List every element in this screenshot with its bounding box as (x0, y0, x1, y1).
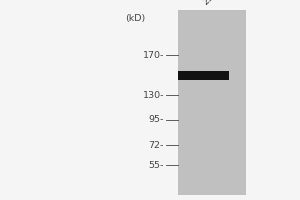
Text: 95-: 95- (148, 116, 164, 124)
Bar (178, 10, 246, 195)
Text: 72-: 72- (148, 140, 164, 150)
Bar (178, 71, 229, 79)
Text: 293: 293 (202, 0, 220, 6)
Text: (kD): (kD) (125, 14, 145, 23)
Text: 130-: 130- (142, 90, 164, 99)
Text: 55-: 55- (148, 160, 164, 170)
Text: 170-: 170- (142, 50, 164, 60)
